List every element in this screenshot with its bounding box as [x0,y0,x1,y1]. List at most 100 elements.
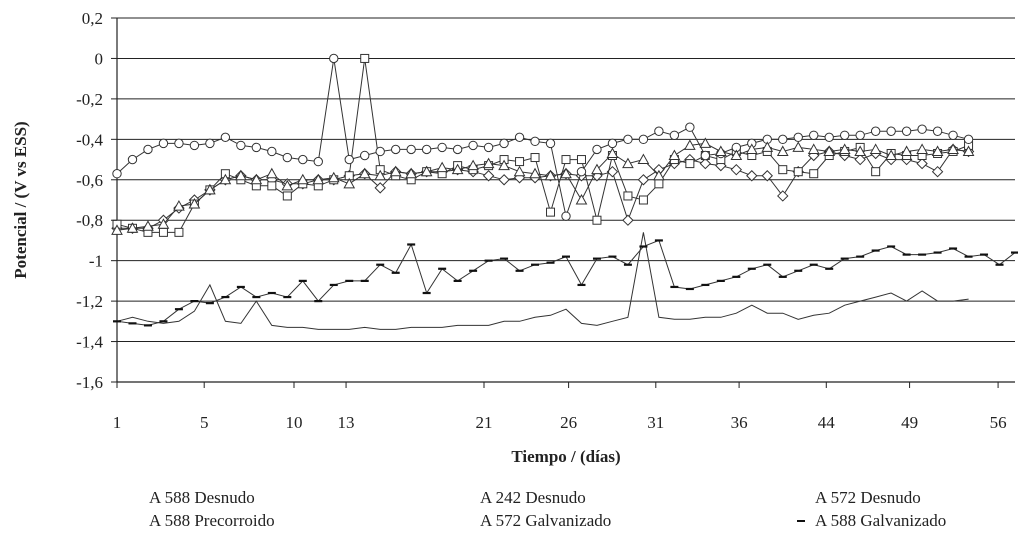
data-point [313,156,323,167]
data-point [622,157,634,169]
data-point [761,170,773,182]
data-point [530,153,540,163]
series-line [116,232,969,330]
data-point [250,173,263,185]
data-point [546,207,556,217]
data-point [451,163,464,175]
data-point [869,143,882,154]
series-line [116,239,1016,326]
data-point [436,161,448,173]
data-point [188,198,201,209]
y-tick-label: -0,8 [76,211,103,230]
data-point [917,124,927,134]
data-point [730,163,743,176]
data-point [730,149,743,161]
data-point [654,179,664,189]
data-point [793,132,803,143]
data-point [575,193,588,205]
data-point [111,224,123,235]
data-point [654,126,664,136]
data-point [327,171,340,183]
x-tick-label: 21 [476,413,493,432]
data-point [267,181,277,191]
data-point [514,132,525,143]
data-point [809,130,819,140]
data-point [282,191,292,201]
data-point [389,165,402,177]
legend-label: A 242 Desnudo [480,488,586,507]
y-axis-title: Potencial / (V vs ESS) [11,121,30,278]
y-tick-label: -0,6 [76,171,103,190]
data-point [498,174,510,186]
data-point [576,155,586,165]
x-tick-label: 36 [731,413,748,432]
y-tick-label: -0,2 [76,90,103,109]
data-point [778,165,788,175]
data-point [637,174,650,186]
data-point [777,190,789,202]
data-point [963,134,974,145]
data-point [452,144,463,155]
data-point [761,141,774,152]
x-tick-label: 1 [113,413,122,432]
data-point [947,143,959,154]
x-axis-title: Tiempo / (días) [511,447,620,466]
data-point [916,143,928,154]
data-point [932,126,943,136]
y-tick-label: -1,2 [76,292,103,311]
data-point [515,157,525,167]
legend-label: A 588 Galvanizado [815,511,946,530]
data-point [809,169,819,179]
data-point [560,167,572,179]
series-a-588-galvanizado [113,239,1018,327]
y-tick-label: 0,2 [82,9,103,28]
data-point [483,142,494,153]
data-point [653,169,665,181]
data-point [204,183,216,195]
data-point [839,130,850,140]
data-point [886,126,896,136]
data-point [854,145,867,156]
data-point [468,140,478,151]
x-tick-label: 44 [818,413,836,432]
series-line [117,148,969,229]
data-point [329,53,339,64]
data-point [173,200,185,211]
data-point [607,138,618,149]
x-tick-label: 26 [560,413,577,432]
data-point [545,138,556,149]
data-point [591,163,603,175]
data-point [685,159,695,169]
series-a-572-galvanizado [111,137,975,235]
legend-item: A 572 Desnudo [815,488,921,507]
data-point [267,146,277,157]
data-point [358,167,371,179]
data-point [420,165,433,177]
data-point [360,150,370,161]
data-point [900,145,913,156]
y-tick-label: 0 [95,49,104,68]
data-point [776,145,789,156]
legend: A 588 Desnudo A 242 Desnudo A 572 Desnudo A… [149,488,946,530]
data-point [374,169,387,181]
data-point [916,157,928,170]
y-tick-label: -1,6 [76,373,103,392]
legend-label: A 572 Galvanizado [480,511,611,530]
data-point [158,138,169,149]
data-point [112,169,122,179]
data-point [592,144,602,155]
y-tick-label: -1,4 [76,333,103,352]
data-point [561,155,571,165]
data-point [174,138,184,149]
data-point [669,130,680,140]
data-point [142,220,154,231]
x-ticks: 1 5 10 13 21 26 31 36 44 49 56 [113,382,1007,432]
data-point [793,167,803,177]
data-point [824,132,834,143]
data-point [931,145,944,156]
legend-item: A 572 Galvanizado [480,511,611,530]
data-point [699,157,712,170]
data-point [576,166,587,177]
data-point [699,137,712,148]
